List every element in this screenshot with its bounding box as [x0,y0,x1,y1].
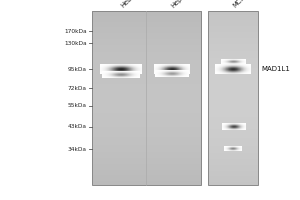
Text: 43kDa: 43kDa [68,124,87,129]
Text: 34kDa: 34kDa [68,147,87,152]
Text: 72kDa: 72kDa [68,86,87,91]
Text: HeLa: HeLa [120,0,136,9]
Text: MCF7: MCF7 [232,0,249,9]
Text: 130kDa: 130kDa [64,41,87,46]
Bar [208,11,258,185]
Text: 95kDa: 95kDa [68,67,87,72]
Text: 170kDa: 170kDa [64,29,87,34]
Bar [92,11,201,185]
Text: 55kDa: 55kDa [68,103,87,108]
Text: MAD1L1: MAD1L1 [261,66,290,72]
Text: HepG2: HepG2 [170,0,190,9]
